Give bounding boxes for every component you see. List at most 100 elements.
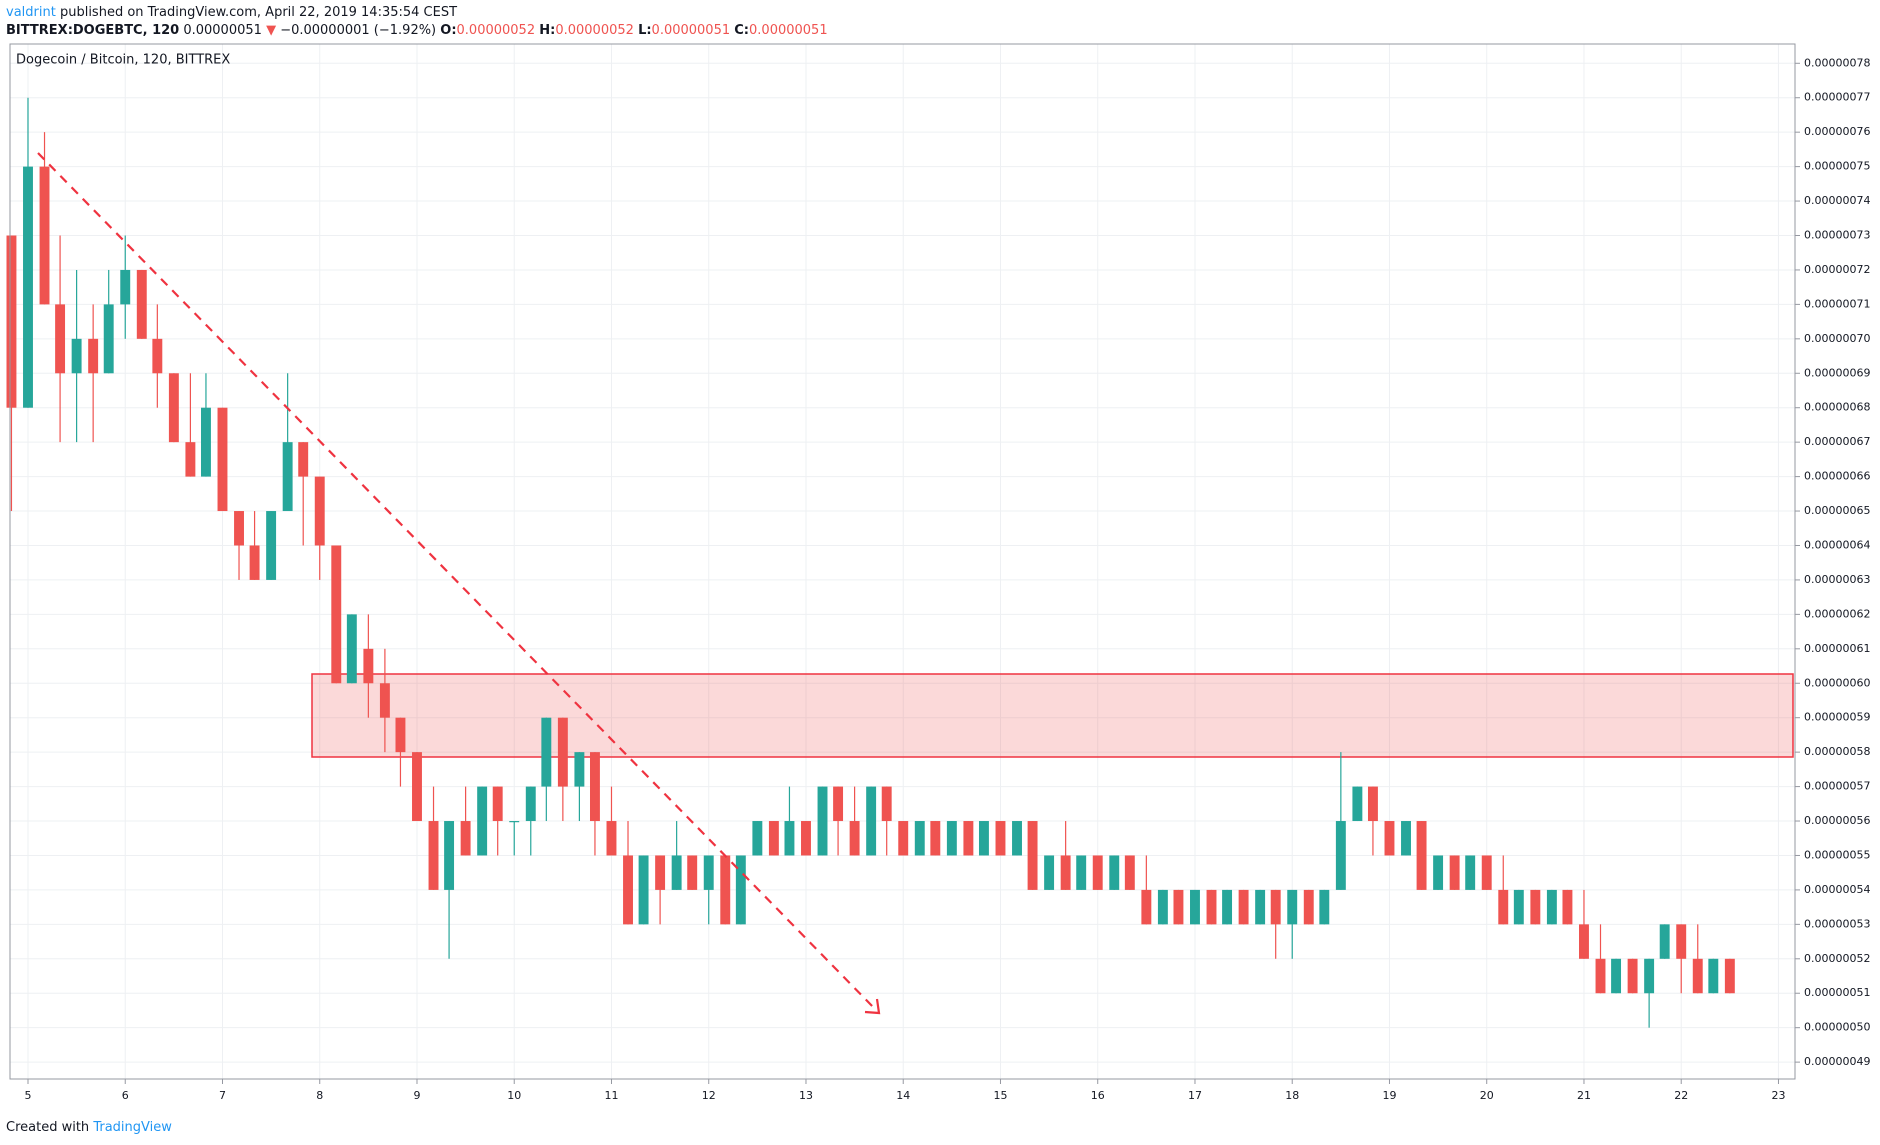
x-tick-label: 9 — [413, 1089, 420, 1102]
y-tick-label: 0.00000060 — [1804, 676, 1870, 689]
candle-body — [1255, 889, 1266, 925]
y-tick-label: 0.00000077 — [1804, 91, 1870, 104]
y-tick-label: 0.00000067 — [1804, 435, 1870, 448]
x-tick-label: 8 — [316, 1089, 323, 1102]
candle-body — [623, 855, 633, 925]
candle-body — [412, 752, 422, 822]
x-tick-label: 7 — [219, 1089, 226, 1102]
candle-body — [1692, 958, 1703, 994]
candle-body — [1060, 855, 1071, 890]
candle-body — [1092, 855, 1103, 890]
candle-body — [914, 821, 925, 856]
y-tick-label: 0.00000059 — [1804, 711, 1870, 724]
candle-body — [655, 855, 666, 890]
candle-body — [817, 786, 828, 856]
candle-body — [1611, 958, 1622, 994]
candle-body — [703, 855, 714, 890]
axes: 0.00000078 0.00000077 0.00000076 0.00000075… — [24, 56, 1870, 1102]
candle-body — [1481, 855, 1492, 890]
candle-body — [444, 821, 455, 890]
candle-body — [379, 683, 390, 718]
candle-body — [995, 821, 1006, 856]
candle-body — [930, 821, 941, 856]
y-tick-label: 0.00000072 — [1804, 263, 1870, 276]
candle-body — [363, 648, 374, 684]
trend-arrow — [37, 152, 878, 1012]
y-tick-label: 0.00000061 — [1804, 642, 1870, 655]
candle-body — [768, 821, 779, 856]
candle-body — [1238, 889, 1249, 925]
candle-body — [477, 786, 488, 856]
candle-body — [574, 752, 585, 787]
y-tick-label: 0.00000066 — [1804, 470, 1870, 483]
y-tick-label: 0.00000065 — [1804, 504, 1870, 517]
y-tick-label: 0.00000052 — [1804, 952, 1870, 965]
x-tick-label: 21 — [1577, 1089, 1591, 1102]
symbol-line: BITTREX:DOGEBTC, 120 0.00000051 ▼ −0.000… — [6, 23, 828, 38]
author[interactable]: valdrint — [6, 5, 56, 20]
candle-body — [978, 821, 989, 856]
y-tick-label: 0.00000070 — [1804, 332, 1870, 345]
candle-body — [525, 786, 536, 822]
candle-body — [671, 855, 682, 890]
y-tick-label: 0.00000057 — [1804, 780, 1870, 793]
ohlc-value: 0.00000052 — [555, 23, 634, 38]
candle-body — [185, 442, 196, 477]
candle-body — [282, 442, 293, 512]
x-tick-label: 23 — [1771, 1089, 1785, 1102]
candle-body — [687, 855, 698, 890]
ohlc-label: O: — [440, 23, 457, 38]
candle-body — [589, 752, 600, 822]
candle-body — [752, 821, 763, 856]
y-tick-label: 0.00000049 — [1804, 1055, 1870, 1068]
candle-body — [55, 304, 66, 374]
candle-body — [1027, 821, 1038, 890]
x-tick-label: 22 — [1674, 1089, 1688, 1102]
y-tick-label: 0.00000058 — [1804, 745, 1870, 758]
x-tick-label: 16 — [1091, 1089, 1105, 1102]
x-tick-label: 13 — [799, 1089, 813, 1102]
candle-body — [963, 821, 974, 856]
ohlc-value: 0.00000051 — [749, 23, 828, 38]
candle-body — [120, 269, 131, 305]
footer-brand[interactable]: TradingView — [93, 1120, 172, 1135]
price: 0.00000051 — [183, 23, 262, 38]
y-tick-label: 0.00000064 — [1804, 538, 1870, 551]
candle-body — [314, 476, 325, 546]
ohlc-value: 0.00000051 — [651, 23, 731, 38]
candle-body — [849, 821, 860, 856]
candle-body — [103, 304, 114, 374]
candle-body — [168, 373, 179, 443]
candle-body — [1044, 855, 1055, 890]
candle-body — [638, 855, 649, 925]
y-tick-label: 0.00000055 — [1804, 848, 1870, 861]
candle-body — [1595, 958, 1606, 994]
candle-body — [88, 338, 99, 374]
down-icon: ▼ — [266, 23, 277, 38]
y-tick-label: 0.00000053 — [1804, 917, 1870, 930]
candle-body — [152, 338, 163, 374]
candle-body — [39, 166, 50, 305]
candle-body — [346, 614, 357, 684]
candle-body — [1562, 889, 1573, 925]
x-tick-label: 20 — [1480, 1089, 1494, 1102]
y-tick-label: 0.00000054 — [1804, 883, 1870, 896]
candle-body — [1579, 924, 1589, 959]
candles — [6, 97, 1735, 1028]
candle-body — [1222, 889, 1233, 925]
candle-body — [541, 717, 552, 787]
candle-body — [1433, 855, 1444, 890]
plot-border — [9, 43, 1796, 1080]
candle-body — [1416, 821, 1427, 890]
candle-body — [1498, 889, 1509, 925]
x-tick-label: 19 — [1382, 1089, 1396, 1102]
candle-body — [1708, 958, 1719, 994]
candle-body — [606, 821, 617, 856]
y-tick-label: 0.00000063 — [1804, 573, 1870, 586]
candle-body — [881, 786, 892, 822]
candle-body — [509, 821, 520, 823]
candle-body — [1335, 821, 1346, 890]
y-tick-label: 0.00000050 — [1804, 1021, 1870, 1034]
y-tick-label: 0.00000073 — [1804, 229, 1870, 242]
